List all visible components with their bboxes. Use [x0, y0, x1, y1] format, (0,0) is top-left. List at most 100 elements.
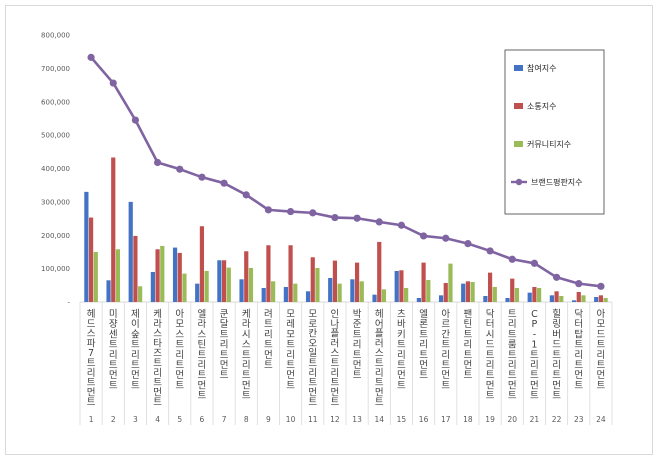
bar-커뮤니티지수: [138, 286, 143, 302]
bar-소통지수: [443, 282, 448, 302]
bar-소통지수: [266, 245, 271, 302]
legend-label: 브랜드평판지수: [531, 177, 583, 187]
rank-label: 23: [574, 415, 584, 424]
bar-커뮤니티지수: [404, 287, 409, 302]
line-point: [486, 247, 494, 255]
bar-참여지수: [394, 270, 399, 302]
bar-소통지수: [133, 235, 138, 302]
line-point: [309, 209, 317, 217]
rank-label: 2: [111, 415, 116, 424]
bar-소통지수: [199, 226, 205, 302]
rank-label: 22: [552, 415, 562, 424]
legend-label: 소통지수: [527, 102, 556, 111]
line-point: [331, 213, 339, 222]
line-point: [442, 234, 450, 242]
rank-label: 10: [286, 415, 296, 424]
rank-label: 19: [485, 415, 495, 424]
line-point: [552, 273, 561, 281]
rank-label: 6: [200, 415, 205, 424]
line-point: [286, 207, 295, 216]
bar-참여지수: [128, 201, 133, 302]
line-point: [242, 191, 250, 199]
bar-참여지수: [416, 297, 421, 302]
rank-label: 18: [463, 415, 473, 424]
legend-label: 커뮤니티지수: [527, 139, 571, 149]
bar-소통지수: [332, 260, 338, 302]
bar-참여지수: [505, 297, 510, 302]
bar-참여지수: [594, 296, 599, 302]
rank-label: 21: [530, 415, 540, 424]
rank-label: 4: [155, 415, 160, 424]
bar-커뮤니티지수: [115, 249, 121, 302]
bar-커뮤니티지수: [271, 281, 276, 302]
y-tick-label: 500,000: [41, 132, 70, 140]
legend-box: [504, 49, 605, 215]
bar-커뮤니티지수: [160, 245, 165, 302]
y-tick-label: 200,000: [41, 232, 70, 240]
line-point: [397, 221, 406, 229]
x-axis-category-labels: 헤 드 스 파 7 트 리 트 먼 트 미 쟝 센 트 리 트 먼 트 제 이 숲 트 리 트 먼 트 케 라 스 타 즈 트 리 트 먼 트 아 모 스 트…: [87, 308, 606, 408]
bar-참여지수: [261, 287, 266, 302]
bar-소통지수: [510, 278, 515, 302]
bar-소통지수: [554, 291, 559, 302]
rank-label: 24: [596, 415, 606, 424]
y-tick-label: 100,000: [41, 265, 70, 273]
line-point: [264, 206, 273, 214]
bar-참여지수: [84, 191, 89, 302]
legend-label: 참여지수: [527, 63, 556, 73]
bar-소통지수: [576, 291, 581, 302]
bar-소통지수: [88, 217, 94, 302]
bar-소통지수: [354, 262, 360, 302]
bar-커뮤니티지수: [603, 297, 608, 302]
bar-참여지수: [217, 260, 222, 302]
bar-참여지수: [305, 291, 311, 302]
line-point: [198, 173, 206, 181]
bar-커뮤니티지수: [293, 283, 298, 302]
bar-참여지수: [571, 300, 577, 302]
bar-참여지수: [549, 295, 554, 302]
bar-참여지수: [438, 295, 444, 302]
bar-소통지수: [155, 249, 160, 302]
bar-소통지수: [421, 262, 426, 302]
y-tick-label: 400,000: [41, 165, 70, 173]
rank-label: 20: [507, 415, 517, 424]
bar-커뮤니티지수: [248, 267, 254, 302]
x-axis-rank-labels: 1 2 3 4 5 6 7 8 9 10 11 12 13 14 15 16 17 18 19 20 21 22 23 24: [89, 415, 606, 424]
y-tick-label: 800,000: [41, 32, 70, 40]
bar-커뮤니티지수: [514, 287, 520, 302]
bar-소통지수: [399, 270, 404, 302]
bar-커뮤니티지수: [359, 281, 364, 302]
line-point: [419, 232, 428, 240]
rank-label: 3: [133, 415, 138, 424]
line-point: [597, 282, 605, 290]
rank-label: 11: [308, 415, 318, 424]
line-point: [153, 158, 162, 167]
line-point: [575, 280, 583, 288]
rank-label: 13: [352, 415, 362, 424]
bar-참여지수: [172, 247, 178, 302]
brand-index-line: [87, 53, 605, 290]
bar-참여지수: [283, 286, 288, 302]
bar-커뮤니티지수: [559, 295, 564, 302]
bar-소통지수: [377, 241, 382, 302]
line-point: [464, 239, 472, 248]
y-tick-label: 600,000: [41, 98, 70, 106]
bar-소통지수: [598, 295, 604, 302]
bar-소통지수: [111, 157, 116, 302]
bar-커뮤니티지수: [537, 287, 542, 302]
